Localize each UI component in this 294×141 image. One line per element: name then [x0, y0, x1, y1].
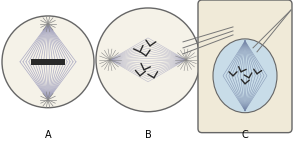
Text: A: A	[45, 130, 51, 140]
Bar	[31, 59, 43, 65]
Bar	[53, 59, 65, 65]
Bar	[42, 59, 54, 65]
Text: B: B	[145, 130, 151, 140]
Text: C: C	[242, 130, 248, 140]
Ellipse shape	[213, 39, 277, 113]
Circle shape	[2, 16, 94, 108]
FancyBboxPatch shape	[198, 0, 292, 133]
Circle shape	[96, 8, 200, 112]
